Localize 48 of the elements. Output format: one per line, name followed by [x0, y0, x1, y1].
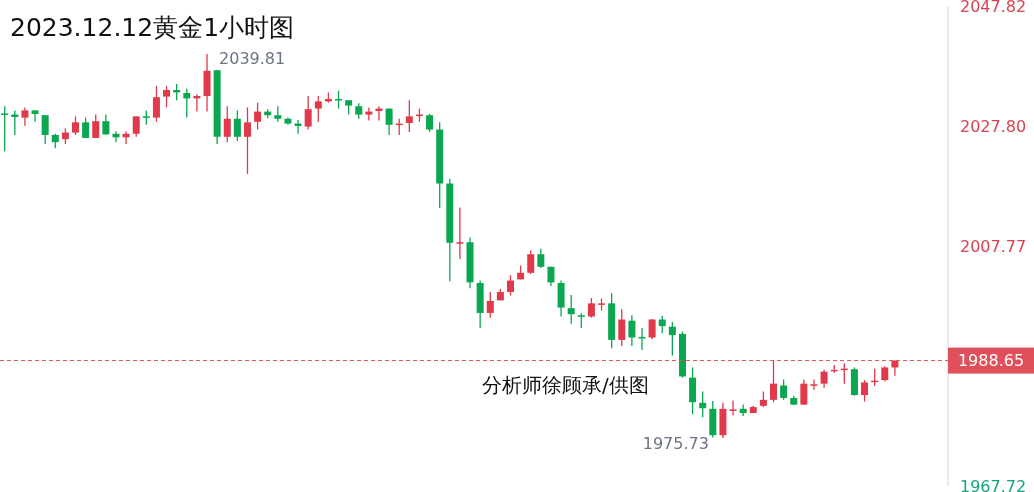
candlestick	[618, 308, 626, 347]
candlestick	[587, 297, 595, 319]
candlestick	[31, 109, 39, 123]
candlestick	[41, 114, 49, 145]
candlestick	[243, 106, 251, 175]
candlestick	[810, 378, 818, 391]
candlestick	[668, 321, 676, 357]
candlestick	[132, 115, 140, 138]
candlestick	[223, 105, 231, 143]
candlestick	[183, 88, 191, 119]
candlestick	[861, 379, 869, 403]
candlestick	[486, 291, 494, 319]
candlestick	[82, 116, 90, 139]
candlestick	[507, 274, 514, 297]
candlestick	[405, 99, 413, 133]
candlestick	[567, 294, 575, 325]
y-tick-label: 1967.72	[960, 476, 1027, 492]
candlestick	[770, 359, 778, 403]
chart-title: 2023.12.12黄金1小时图	[10, 13, 295, 42]
candlestick	[72, 115, 80, 136]
candlestick	[233, 109, 241, 142]
candlestick	[780, 378, 788, 401]
annotation: 分析师徐顾承/供图	[482, 373, 649, 397]
candlestick	[699, 390, 707, 418]
candlestick	[1, 105, 9, 152]
annotation: 1975.73	[642, 434, 709, 453]
candlestick	[800, 378, 808, 406]
candlestick	[385, 107, 393, 136]
candlestick	[163, 85, 171, 109]
ref-line-label: 1988.65	[957, 351, 1025, 371]
y-tick-label: 2047.82	[960, 0, 1027, 16]
candlestick	[314, 95, 322, 123]
candlestick	[648, 318, 656, 340]
y-tick-label: 2027.80	[960, 116, 1027, 136]
candlestick	[537, 248, 545, 269]
candlestick	[92, 113, 100, 139]
candlestick	[152, 85, 160, 123]
candlestick	[21, 106, 29, 127]
y-tick-label: 2007.77	[960, 236, 1027, 256]
candlestick	[365, 106, 373, 122]
candlestick	[102, 113, 110, 136]
candlestick	[729, 399, 737, 417]
annotation: 2039.81	[219, 49, 286, 68]
candlestick	[254, 101, 262, 131]
candlestick	[456, 206, 464, 260]
candlestick	[628, 314, 636, 347]
candlestick	[304, 95, 312, 131]
candlestick	[527, 249, 535, 275]
